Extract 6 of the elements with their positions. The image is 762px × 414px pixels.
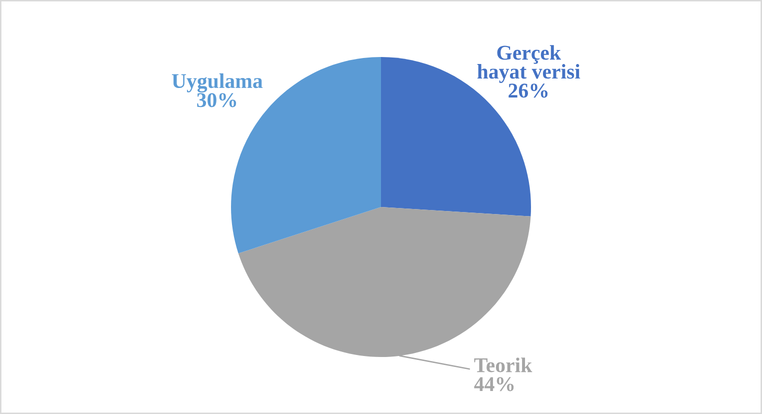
- data-label: 30%: [197, 93, 236, 108]
- data-label: 44%: [474, 377, 514, 392]
- slice-label: Gerçek hayat verisi: [477, 45, 580, 83]
- slice-label: Teorik: [474, 358, 532, 372]
- slice-label: Uygulama: [172, 73, 263, 92]
- data-label: 26%: [508, 84, 548, 98]
